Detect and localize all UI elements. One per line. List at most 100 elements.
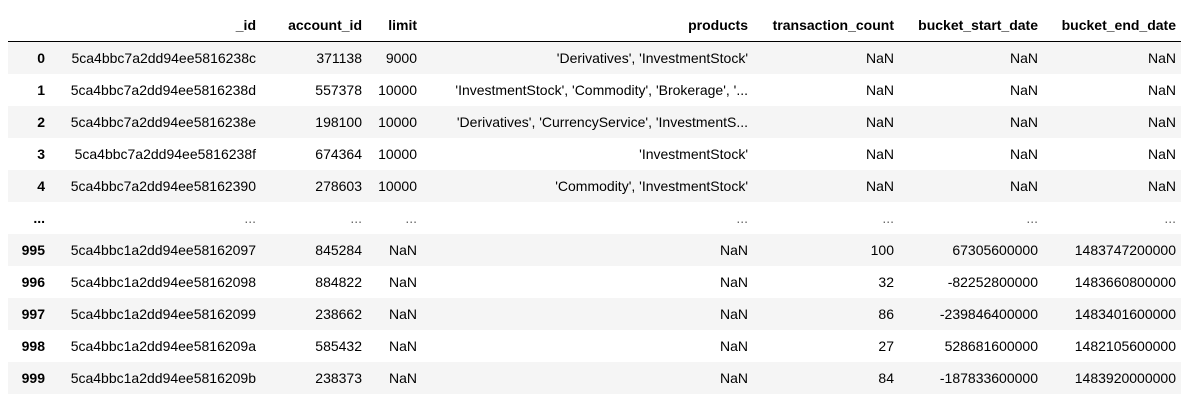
cell-bucket-start-date: NaN (1009, 82, 1038, 98)
cell-limit: NaN (388, 370, 417, 386)
table-row: 996 5ca4bbc1a2dd94ee58162098 884822 NaN … (8, 266, 1181, 298)
cell-bucket-end-date: 1483747200000 (1074, 242, 1176, 258)
cell-limit: 9000 (385, 50, 417, 66)
cell-bucket-end-date: NaN (1147, 178, 1176, 194)
cell-products: 'Commodity', 'InvestmentStock' (555, 178, 748, 194)
cell-products: NaN (719, 242, 748, 258)
cell-bucket-end-date: NaN (1147, 146, 1176, 162)
cell-account-id: 278603 (315, 178, 362, 194)
row-index: 999 (21, 370, 45, 386)
cell-transaction-count: NaN (865, 146, 894, 162)
cell-account-id: 371138 (316, 50, 362, 66)
cell-limit: NaN (388, 306, 417, 322)
table-row: 998 5ca4bbc1a2dd94ee5816209a 585432 NaN … (8, 330, 1181, 362)
header-row: _id account_id limit products transactio… (8, 10, 1181, 42)
cell-transaction-count: 32 (878, 274, 894, 290)
table-row: 2 5ca4bbc7a2dd94ee5816238e 198100 10000 … (8, 106, 1181, 138)
cell-limit: 10000 (378, 146, 417, 162)
cell-bucket-start-date: -239846400000 (939, 306, 1038, 322)
column-header-bucket-start-date: bucket_start_date (899, 10, 1043, 42)
row-index: 996 (21, 274, 45, 290)
table-row: 3 5ca4bbc7a2dd94ee5816238f 674364 10000 … (8, 138, 1181, 170)
cell-account-id: 238373 (315, 370, 362, 386)
cell-account-id: 674364 (315, 146, 362, 162)
column-header-account-id: account_id (261, 10, 367, 42)
cell-bucket-end-date: 1483401600000 (1074, 306, 1176, 322)
cell-products: NaN (719, 306, 748, 322)
cell-id: 5ca4bbc1a2dd94ee58162099 (70, 306, 256, 322)
cell-account-id: 238662 (315, 306, 362, 322)
cell-products: ... (736, 210, 748, 226)
cell-account-id: 198100 (315, 114, 362, 130)
cell-products: 'Derivatives', 'CurrencyService', 'Inves… (456, 114, 748, 130)
cell-id: 5ca4bbc7a2dd94ee58162390 (70, 178, 256, 194)
cell-account-id: 845284 (315, 242, 362, 258)
cell-limit: 10000 (378, 82, 417, 98)
cell-products: 'Derivatives', 'InvestmentStock' (556, 50, 748, 66)
column-header-id: _id (50, 10, 261, 42)
table-row: 995 5ca4bbc1a2dd94ee58162097 845284 NaN … (8, 234, 1181, 266)
cell-bucket-start-date: NaN (1009, 146, 1038, 162)
cell-id: 5ca4bbc7a2dd94ee5816238c (71, 50, 256, 66)
cell-id: 5ca4bbc1a2dd94ee58162098 (70, 274, 256, 290)
table-row: 1 5ca4bbc7a2dd94ee5816238d 557378 10000 … (8, 74, 1181, 106)
row-index: 997 (21, 306, 45, 322)
column-header-transaction-count: transaction_count (753, 10, 899, 42)
cell-transaction-count: NaN (865, 114, 894, 130)
row-index: 3 (37, 146, 45, 162)
cell-transaction-count: NaN (865, 178, 894, 194)
cell-bucket-end-date: NaN (1147, 82, 1176, 98)
cell-limit: ... (405, 210, 417, 226)
table-row: 0 5ca4bbc7a2dd94ee5816238c 371138 9000 '… (8, 41, 1181, 74)
cell-bucket-end-date: 1482105600000 (1074, 338, 1176, 354)
cell-bucket-end-date: NaN (1147, 50, 1176, 66)
cell-account-id: 557378 (315, 82, 362, 98)
cell-limit: 10000 (378, 114, 417, 130)
cell-id: ... (244, 210, 256, 226)
cell-bucket-start-date: NaN (1009, 114, 1038, 130)
cell-transaction-count: NaN (865, 82, 894, 98)
column-header-index (8, 10, 50, 42)
cell-products: NaN (719, 274, 748, 290)
cell-bucket-end-date: NaN (1147, 114, 1176, 130)
cell-id: 5ca4bbc1a2dd94ee5816209b (70, 370, 256, 386)
cell-account-id: 884822 (315, 274, 362, 290)
column-header-bucket-end-date: bucket_end_date (1043, 10, 1181, 42)
row-index: 998 (21, 338, 45, 354)
row-index: 4 (37, 178, 45, 194)
cell-transaction-count: NaN (865, 50, 894, 66)
row-index: ... (33, 210, 45, 226)
cell-transaction-count: 86 (878, 306, 894, 322)
cell-bucket-start-date: NaN (1009, 50, 1038, 66)
row-index: 2 (37, 114, 45, 130)
row-index: 0 (37, 50, 45, 66)
cell-bucket-start-date: 67305600000 (952, 242, 1038, 258)
ellipsis-row: ... ... ... ... ... ... ... ... (8, 202, 1181, 234)
cell-transaction-count: 27 (878, 338, 894, 354)
cell-bucket-start-date: 528681600000 (944, 338, 1038, 354)
cell-limit: NaN (388, 274, 417, 290)
cell-transaction-count: ... (882, 210, 894, 226)
row-index: 1 (37, 82, 45, 98)
cell-limit: NaN (388, 338, 417, 354)
cell-bucket-start-date: ... (1026, 210, 1038, 226)
cell-limit: 10000 (378, 178, 417, 194)
table-row: 4 5ca4bbc7a2dd94ee58162390 278603 10000 … (8, 170, 1181, 202)
cell-limit: NaN (388, 242, 417, 258)
cell-id: 5ca4bbc7a2dd94ee5816238f (74, 146, 256, 162)
cell-id: 5ca4bbc1a2dd94ee58162097 (70, 242, 256, 258)
cell-products: 'InvestmentStock', 'Commodity', 'Brokera… (455, 82, 748, 98)
column-header-limit: limit (367, 10, 422, 42)
cell-bucket-start-date: -187833600000 (939, 370, 1038, 386)
cell-account-id: 585432 (315, 338, 362, 354)
cell-bucket-start-date: -82252800000 (947, 274, 1038, 290)
cell-account-id: ... (350, 210, 362, 226)
column-header-products: products (422, 10, 753, 42)
cell-bucket-start-date: NaN (1009, 178, 1038, 194)
row-index: 995 (21, 242, 45, 258)
cell-id: 5ca4bbc7a2dd94ee5816238e (70, 114, 256, 130)
cell-bucket-end-date: ... (1164, 210, 1176, 226)
cell-id: 5ca4bbc7a2dd94ee5816238d (70, 82, 256, 98)
cell-transaction-count: 84 (878, 370, 894, 386)
table-row: 999 5ca4bbc1a2dd94ee5816209b 238373 NaN … (8, 362, 1181, 394)
